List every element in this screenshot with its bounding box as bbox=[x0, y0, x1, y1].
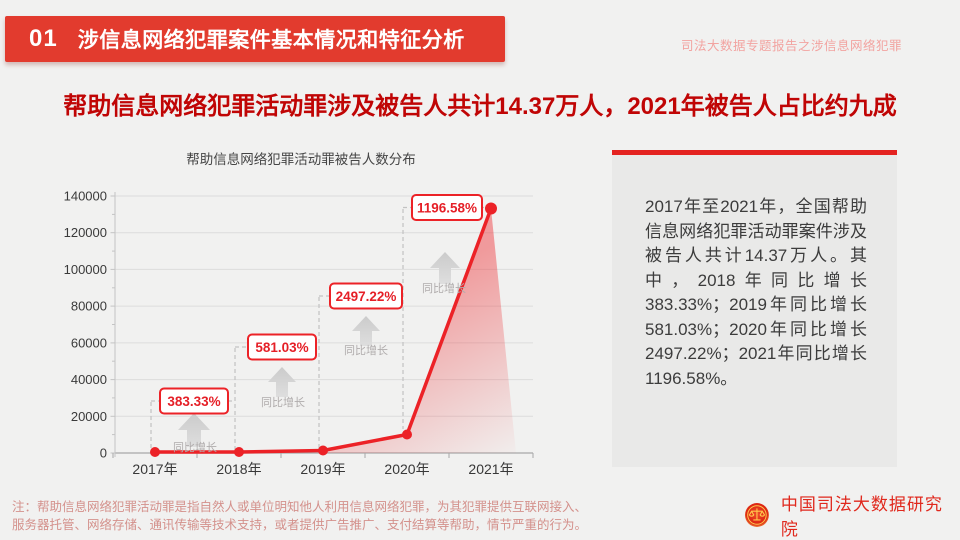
growth-label-badge: 2497.22% bbox=[329, 282, 403, 310]
growth-caption: 同比增长 bbox=[173, 440, 217, 454]
line-chart: 140000 120000 100000 80000 60000 40000 2… bbox=[64, 189, 534, 477]
x-axis-ticks bbox=[112, 453, 534, 458]
slide-headline: 帮助信息网络犯罪活动罪涉及被告人共计14.37万人，2021年被告人占比约九成 bbox=[63, 93, 897, 120]
area-fill bbox=[323, 208, 516, 453]
x-tick-label: 2019年 bbox=[300, 461, 345, 477]
y-tick-label: 140000 bbox=[64, 189, 107, 204]
up-arrow-icon bbox=[178, 413, 210, 447]
growth-label-badge: 1196.58% bbox=[411, 194, 483, 221]
x-tick-label: 2018年 bbox=[216, 461, 261, 477]
y-tick-label: 80000 bbox=[71, 299, 107, 314]
data-point-2019 bbox=[318, 445, 328, 456]
up-arrow-icon bbox=[352, 316, 380, 346]
x-tick-label: 2020年 bbox=[384, 461, 429, 477]
logo-text: 中国司法大数据研究院 bbox=[780, 495, 943, 539]
footnote-line-2: 服务器托管、网络存储、通讯传输等技术支持，或者提供广告推广、支付结算等帮助，情节… bbox=[12, 517, 588, 532]
y-axis bbox=[110, 192, 116, 457]
info-panel: 2017年至2021年，全国帮助信息网络犯罪活动罪案件涉及被告人共计14.37万… bbox=[612, 155, 897, 467]
data-point-2020 bbox=[402, 429, 412, 440]
data-point-2021 bbox=[485, 202, 497, 215]
up-arrow-icon bbox=[268, 367, 296, 397]
y-tick-label: 60000 bbox=[71, 335, 107, 350]
growth-labels: 383.33% 581.03% 2497.22% 1196.58% bbox=[159, 194, 483, 415]
growth-label-text: 383.33% bbox=[167, 394, 220, 409]
y-tick-label: 40000 bbox=[71, 372, 107, 387]
header-banner: 01 涉信息网络犯罪案件基本情况和特征分析 bbox=[5, 16, 505, 62]
data-point-2017 bbox=[150, 447, 160, 457]
growth-caption: 同比增长 bbox=[422, 281, 466, 295]
y-tick-label: 20000 bbox=[71, 409, 107, 424]
y-tick-label: 120000 bbox=[64, 225, 107, 240]
footnote: 注：帮助信息网络犯罪活动罪是指自然人或单位明知他人利用信息网络犯罪，为其犯罪提供… bbox=[12, 499, 632, 534]
up-arrow-icon bbox=[430, 252, 460, 284]
y-tick-label: 100000 bbox=[64, 262, 107, 277]
info-panel-text: 2017年至2021年，全国帮助信息网络犯罪活动罪案件涉及被告人共计14.37万… bbox=[645, 197, 867, 388]
growth-arrows bbox=[178, 252, 460, 447]
x-axis-labels: 2017年 2018年 2019年 2020年 2021年 bbox=[132, 461, 513, 477]
growth-label-text: 581.03% bbox=[255, 340, 308, 355]
footnote-line-1: 注：帮助信息网络犯罪活动罪是指自然人或单位明知他人利用信息网络犯罪，为其犯罪提供… bbox=[12, 500, 588, 514]
growth-label-text: 2497.22% bbox=[336, 289, 397, 304]
footer-logo: 中国司法大数据研究院 bbox=[744, 490, 960, 540]
growth-label-badge: 581.03% bbox=[247, 333, 317, 361]
x-tick-label: 2021年 bbox=[468, 461, 513, 477]
y-axis-labels: 140000 120000 100000 80000 60000 40000 2… bbox=[64, 189, 107, 461]
growth-caption: 同比增长 bbox=[344, 343, 388, 357]
growth-label-text: 1196.58% bbox=[417, 200, 477, 215]
section-title: 涉信息网络犯罪案件基本情况和特征分析 bbox=[77, 29, 465, 52]
chart-title: 帮助信息网络犯罪活动罪被告人数分布 bbox=[186, 152, 416, 167]
report-series-label: 司法大数据专题报告之涉信息网络犯罪 bbox=[680, 39, 902, 53]
y-tick-label: 0 bbox=[100, 446, 107, 461]
info-panel-accent-bar bbox=[612, 150, 897, 155]
section-number: 01 bbox=[29, 25, 58, 52]
x-tick-label: 2017年 bbox=[132, 461, 177, 477]
growth-caption: 同比增长 bbox=[261, 395, 305, 409]
court-emblem-icon bbox=[744, 503, 769, 527]
growth-label-badge: 383.33% bbox=[159, 387, 229, 415]
growth-captions: 同比增长 同比增长 同比增长 同比增长 bbox=[173, 281, 466, 454]
data-points bbox=[150, 202, 497, 457]
data-point-2018 bbox=[234, 447, 244, 457]
